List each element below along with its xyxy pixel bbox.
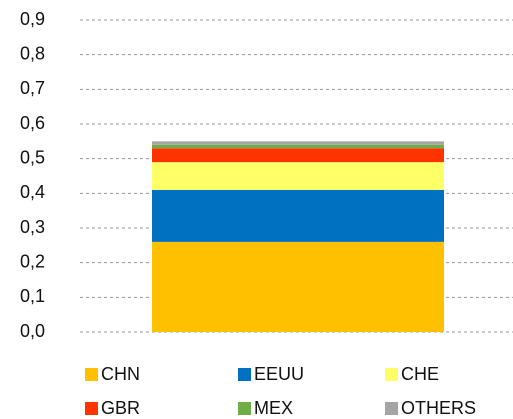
y-tick-label: 0,1: [20, 286, 45, 306]
y-tick-label: 0,0: [20, 321, 45, 341]
legend-label: CHN: [101, 364, 140, 384]
legend-label: CHE: [401, 364, 439, 384]
y-tick-label: 0,6: [20, 113, 45, 133]
bar-segment: [152, 189, 444, 242]
legend-label: EEUU: [254, 364, 304, 384]
y-tick-label: 0,3: [20, 217, 45, 237]
bar-segment: [152, 144, 444, 149]
legend-label: MEX: [254, 398, 293, 418]
y-tick-label: 0,4: [20, 182, 45, 202]
legend-swatch: [385, 368, 398, 381]
legend-swatch: [85, 368, 98, 381]
y-tick-label: 0,5: [20, 147, 45, 167]
y-tick-label: 0,2: [20, 251, 45, 271]
legend-swatch: [385, 402, 398, 415]
y-tick-label: 0,9: [20, 9, 45, 29]
bar-segment: [152, 141, 444, 145]
legend-label: GBR: [101, 398, 140, 418]
y-tick-label: 0,7: [20, 78, 45, 98]
y-tick-label: 0,8: [20, 43, 45, 63]
bar-segment: [152, 241, 444, 332]
legend-swatch: [238, 402, 251, 415]
legend-label: OTHERS: [401, 398, 476, 418]
bar-segment: [152, 162, 444, 190]
bar-segment: [152, 148, 444, 163]
legend-swatch: [238, 368, 251, 381]
legend-swatch: [85, 402, 98, 415]
